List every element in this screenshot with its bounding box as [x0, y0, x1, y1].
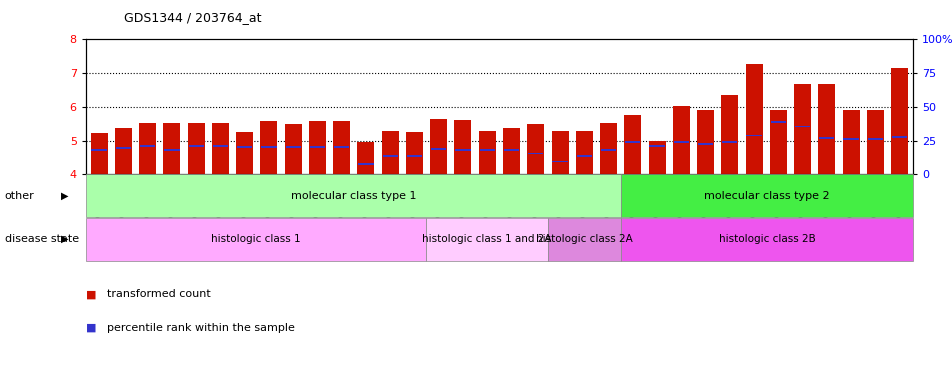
Bar — [866, 110, 883, 174]
Bar — [285, 124, 302, 174]
Bar — [261, 146, 276, 148]
Bar — [334, 146, 349, 148]
Text: histologic class 2A: histologic class 2A — [536, 234, 632, 244]
Bar — [188, 145, 204, 147]
Text: ▶: ▶ — [61, 191, 69, 201]
Text: ■: ■ — [86, 290, 96, 299]
Bar — [721, 95, 738, 174]
Bar — [770, 121, 785, 123]
Bar — [430, 148, 446, 150]
Bar — [140, 145, 155, 147]
Bar — [91, 149, 107, 151]
Bar — [212, 145, 228, 147]
Bar — [503, 128, 520, 174]
Bar — [843, 138, 858, 140]
Bar — [745, 135, 761, 136]
Bar — [819, 137, 834, 139]
Bar — [575, 131, 592, 174]
Text: molecular class type 1: molecular class type 1 — [290, 191, 416, 201]
Bar — [673, 141, 688, 143]
Text: transformed count: transformed count — [107, 290, 210, 299]
Text: histologic class 1 and 2A: histologic class 1 and 2A — [422, 234, 551, 244]
Bar — [600, 123, 616, 174]
Bar — [479, 149, 494, 151]
Bar — [407, 155, 422, 157]
Bar — [527, 153, 543, 154]
Bar — [236, 132, 253, 174]
Text: ■: ■ — [86, 323, 96, 333]
Bar — [891, 136, 906, 138]
Bar — [309, 146, 325, 148]
Bar — [115, 147, 130, 149]
Text: ▶: ▶ — [61, 234, 69, 244]
Text: percentile rank within the sample: percentile rank within the sample — [107, 323, 294, 333]
Bar — [90, 133, 108, 174]
Bar — [139, 123, 156, 174]
Text: molecular class type 2: molecular class type 2 — [704, 191, 829, 201]
Bar — [625, 141, 640, 143]
Bar — [697, 143, 712, 145]
Bar — [551, 131, 568, 174]
Bar — [867, 138, 883, 140]
Bar — [769, 110, 786, 174]
Bar — [115, 128, 131, 174]
Bar — [286, 146, 301, 148]
Bar — [211, 123, 228, 174]
Bar — [454, 120, 471, 174]
Text: histologic class 1: histologic class 1 — [211, 234, 301, 244]
Bar — [818, 84, 835, 174]
Bar — [455, 149, 470, 151]
Bar — [333, 121, 349, 174]
Bar — [260, 121, 277, 174]
Bar — [358, 163, 373, 165]
Bar — [357, 142, 374, 174]
Text: histologic class 2B: histologic class 2B — [718, 234, 815, 244]
Bar — [648, 141, 664, 174]
Bar — [382, 131, 398, 174]
Text: other: other — [5, 191, 34, 201]
Bar — [308, 121, 326, 174]
Bar — [188, 123, 205, 174]
Bar — [793, 84, 810, 174]
Bar — [164, 149, 179, 151]
Bar — [478, 131, 495, 174]
Bar — [429, 118, 446, 174]
Bar — [672, 106, 689, 174]
Bar — [624, 116, 641, 174]
Bar — [552, 160, 567, 162]
Bar — [406, 132, 423, 174]
Bar — [526, 124, 544, 174]
Bar — [744, 64, 762, 174]
Bar — [504, 149, 519, 151]
Text: GDS1344 / 203764_at: GDS1344 / 203764_at — [124, 11, 261, 24]
Bar — [382, 155, 397, 157]
Bar — [601, 149, 616, 151]
Bar — [794, 126, 809, 128]
Bar — [722, 141, 737, 143]
Bar — [696, 110, 713, 174]
Bar — [648, 145, 664, 147]
Text: disease state: disease state — [5, 234, 79, 244]
Bar — [163, 123, 180, 174]
Bar — [237, 147, 252, 148]
Bar — [842, 110, 859, 174]
Bar — [576, 155, 591, 157]
Bar — [890, 68, 907, 174]
